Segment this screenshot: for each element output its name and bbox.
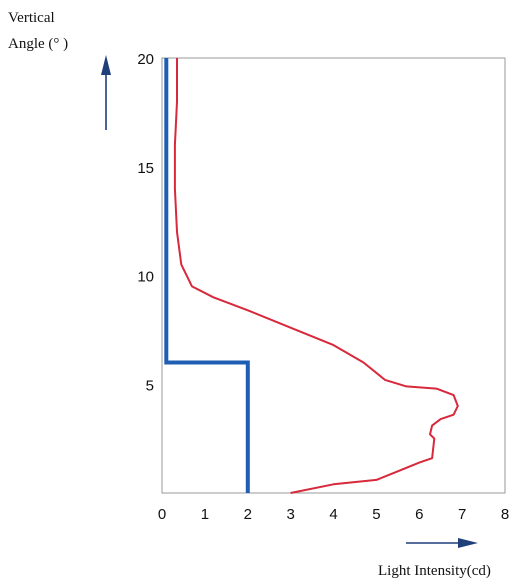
y-tick-labels: 5 10 15 20 [137,51,154,394]
x-tick-label: 5 [372,506,380,523]
x-tick-label: 6 [415,506,423,523]
x-tick-label: 2 [244,506,252,523]
x-tick-label: 4 [329,506,337,523]
y-tick-label: 5 [146,377,154,394]
y-tick-label: 20 [137,51,154,68]
x-axis-arrow-icon [406,538,478,548]
y-tick-label: 10 [137,269,154,286]
x-tick-labels: 0 1 2 3 4 5 6 7 8 [158,506,509,523]
y-tick-label: 15 [137,160,154,177]
x-tick-label: 8 [501,506,509,523]
series-layer [164,58,459,494]
y-axis-arrow-icon [101,55,111,130]
series-line-blue [164,58,250,493]
plot-frame [161,57,506,494]
series-line-red [173,58,459,494]
x-tick-label: 7 [458,506,466,523]
x-tick-label: 1 [201,506,209,523]
x-axis-title: Light Intensity(cd) [378,563,491,579]
y-axis-title-line2: Angle (° ) [8,36,68,52]
x-tick-label: 0 [158,506,166,523]
x-tick-label: 3 [286,506,294,523]
y-axis-title-line1: Vertical [8,10,55,26]
